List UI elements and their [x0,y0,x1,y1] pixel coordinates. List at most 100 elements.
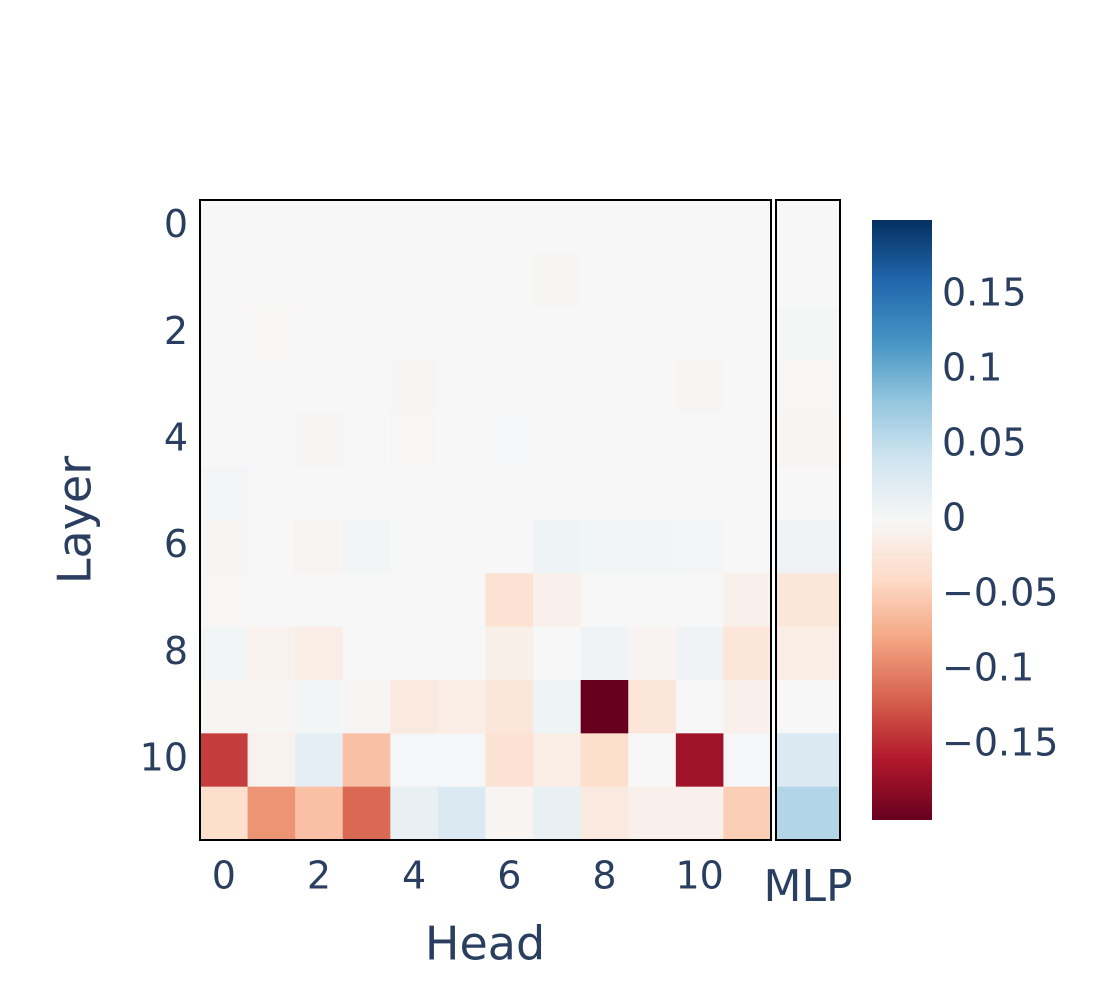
heatmap-cell [247,360,296,414]
heatmap-cell [247,253,296,308]
mlp-cell [776,200,840,254]
heatmap-cell [675,626,724,681]
heatmap-cell [533,520,582,574]
heatmap-cell [200,306,249,361]
heatmap-cell [675,466,724,521]
heatmap-cell [675,520,724,574]
heatmap-cell [390,573,439,628]
heatmap-cell [485,680,534,734]
heatmap-cell [580,360,629,414]
y-tick-label: 0 [164,202,188,246]
heatmap-cell [200,200,249,254]
y-tick-label: 4 [164,416,188,460]
mlp-cell [776,626,840,681]
heatmap-cell [342,680,391,734]
heatmap-cell [723,466,772,521]
heatmap-cell [533,413,582,468]
heatmap-cell [342,306,391,361]
heatmap-cell [628,626,677,681]
x-tick-label: 6 [497,854,521,898]
heatmap-cell [675,786,724,841]
colorbar-tick-label: 0.1 [942,346,1002,390]
heatmap-cell [437,360,486,414]
heatmap-cell [675,306,724,361]
heatmap-cell [580,466,629,521]
heatmap-cell [200,573,249,628]
heatmap-cell [485,733,534,788]
heatmap-cell [485,466,534,521]
heatmap-cell [533,733,582,788]
heatmap-cell [342,413,391,468]
heatmap-cell [675,253,724,308]
heatmap-cell [723,413,772,468]
heatmap-cell [200,733,249,788]
heatmap-cell [200,360,249,414]
y-tick-label: 2 [164,309,188,353]
mlp-cell [776,306,840,361]
heatmap-cell [342,626,391,681]
heatmap-cell [580,786,629,841]
heatmap-cell [580,413,629,468]
mlp-cell [776,786,840,841]
heatmap-cell [675,360,724,414]
heatmap-cell [342,253,391,308]
heatmap-cell [247,680,296,734]
heatmap-cell [533,786,582,841]
heatmap-cell [200,680,249,734]
heatmap-cell [437,786,486,841]
heatmap-cell [485,200,534,254]
heatmap-cell [580,573,629,628]
heatmap-cell [723,733,772,788]
heatmap-cell [390,253,439,308]
heatmap-cell [247,573,296,628]
heatmap-cell [342,360,391,414]
colorbar-tick-label: −0.15 [942,721,1058,765]
heatmap-cell [533,200,582,254]
heatmap-cell [675,573,724,628]
colorbar-tick-label: 0.05 [942,421,1027,465]
heatmap-cell [437,680,486,734]
heatmap-cell [247,200,296,254]
colorbar-tick-label: 0.15 [942,271,1027,315]
heatmap-cell [295,626,344,681]
heatmap-cell [247,626,296,681]
heatmap-cell [533,360,582,414]
mlp-cell [776,520,840,574]
heatmap-cell [342,733,391,788]
heatmap-cell [295,200,344,254]
x-tick-label: 10 [675,854,723,898]
mlp-cell [776,680,840,734]
heatmap-cell [200,413,249,468]
mlp-cell [776,413,840,468]
heatmap-cell [390,733,439,788]
heatmap-cell [628,253,677,308]
y-axis-title: Layer [48,456,102,584]
heatmap-cell [628,680,677,734]
heatmap-cell [295,680,344,734]
x-axis-title: Head [425,917,545,971]
colorbar-tick-label: 0 [942,496,966,540]
heatmap-cell [675,200,724,254]
heatmap-cell [723,306,772,361]
colorbar-tick-label: −0.05 [942,571,1058,615]
heatmap-cell [247,520,296,574]
y-tick-label: 6 [164,522,188,566]
heatmap-cell [628,360,677,414]
mlp-cell [776,253,840,308]
heatmap-cell [580,306,629,361]
heatmap-cell [628,520,677,574]
heatmap-border [199,199,772,841]
heatmap-cell [675,413,724,468]
heatmap-cell [390,520,439,574]
heatmap-cell [390,626,439,681]
heatmap-cell [437,626,486,681]
y-tick-label: 8 [164,629,188,673]
heatmap-cell [580,253,629,308]
heatmap-cell [580,200,629,254]
colorbar-tick-label: −0.1 [942,646,1034,690]
heatmap-cell [247,466,296,521]
heatmap-cell [295,413,344,468]
heatmap-cell [485,626,534,681]
heatmap-cell [247,733,296,788]
